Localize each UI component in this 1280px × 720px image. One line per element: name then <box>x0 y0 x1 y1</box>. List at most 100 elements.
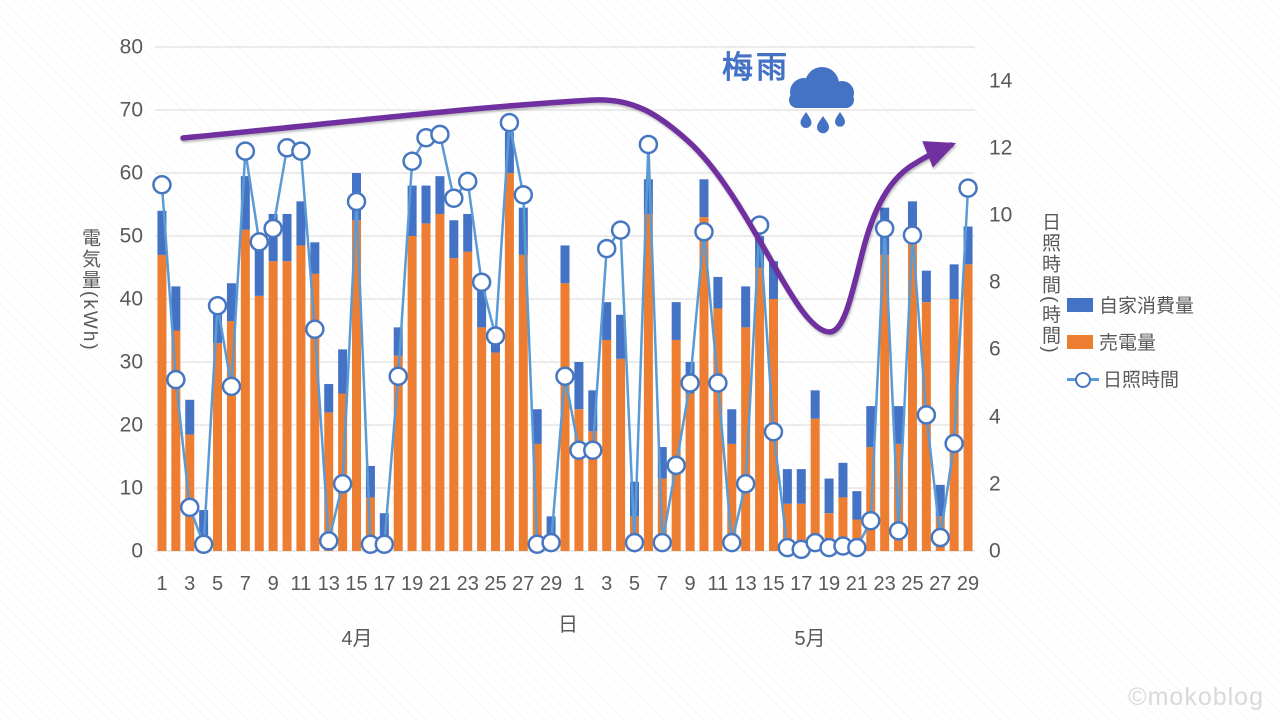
sunshine-marker <box>874 218 895 239</box>
bar-self-consumption <box>379 513 389 536</box>
sunshine-marker <box>374 534 395 555</box>
right-axis-tick-label: 14 <box>989 69 1013 93</box>
sunshine-marker <box>722 532 742 553</box>
bar-sold-energy <box>616 358 626 551</box>
bar-sold-energy <box>463 251 473 551</box>
sunshine-marker <box>332 474 353 494</box>
bar-self-consumption <box>574 362 584 410</box>
legend-label: 自家消費量 <box>1099 296 1195 317</box>
month-label-may: 5月 <box>794 628 826 650</box>
right-axis-tick-label: 2 <box>989 472 1001 496</box>
sunshine-marker <box>847 537 867 558</box>
bar-self-consumption <box>824 478 834 514</box>
bar-self-consumption <box>282 213 292 262</box>
bar-sold-energy <box>824 513 834 551</box>
bar-sold-energy <box>574 409 584 551</box>
bar-sold-energy <box>727 443 737 551</box>
bar-self-consumption <box>602 302 612 340</box>
month-label-april: 4月 <box>341 628 373 650</box>
bar-sold-energy <box>213 343 223 551</box>
legend-item-sunshine-hours: 日照時間 <box>1067 360 1194 397</box>
x-axis-day-label: 27 <box>512 573 535 595</box>
x-axis-day-label: 7 <box>239 573 251 595</box>
x-axis-day-label: 3 <box>601 573 613 595</box>
bar-self-consumption <box>393 327 403 356</box>
bar-self-consumption <box>782 469 792 504</box>
sunshine-marker <box>541 532 561 553</box>
bar-sold-energy <box>588 431 598 551</box>
bar-sold-energy <box>894 443 904 551</box>
bar-sold-energy <box>852 519 862 551</box>
bar-self-consumption <box>546 516 556 536</box>
sunshine-marker <box>902 225 923 245</box>
sunshine-marker <box>221 376 242 397</box>
right-axis-title: 日照時間(時間) <box>1039 212 1060 355</box>
bar-self-consumption <box>741 286 751 328</box>
x-axis-day-label: 23 <box>456 573 479 595</box>
sunshine-marker <box>694 222 714 242</box>
bar-self-consumption <box>449 220 459 259</box>
bar-self-consumption <box>768 261 778 299</box>
bar-sold-energy <box>699 217 709 551</box>
stacked-bars <box>157 132 973 552</box>
x-axis-day-label: 11 <box>707 573 729 595</box>
bar-sold-energy <box>254 295 264 551</box>
bar-sold-energy <box>963 264 973 551</box>
sunshine-marker <box>346 191 367 212</box>
legend-item-self-consumption: 自家消費量 <box>1067 286 1194 323</box>
sunshine-marker <box>583 440 603 460</box>
x-axis-day-label: 23 <box>873 573 896 595</box>
bar-self-consumption <box>157 210 167 255</box>
bar-self-consumption <box>963 226 973 265</box>
left-axis-tick-label: 60 <box>119 161 143 185</box>
x-axis-day-label: 29 <box>539 573 563 595</box>
x-axis-day-label: 9 <box>267 573 279 595</box>
bar-self-consumption <box>477 286 487 328</box>
bar-self-consumption <box>921 270 931 303</box>
left-axis-tick-label: 70 <box>119 98 143 122</box>
sunshine-marker <box>708 373 728 393</box>
bar-sold-energy <box>755 267 765 551</box>
bar-self-consumption <box>713 276 723 309</box>
left-axis-tick-label: 30 <box>119 350 143 374</box>
sunshine-marker <box>430 124 450 145</box>
bar-sold-energy <box>880 254 890 551</box>
bar-self-consumption <box>949 264 959 299</box>
bar-self-consumption <box>504 132 514 173</box>
bar-sold-energy <box>324 412 334 551</box>
sunshine-marker <box>235 141 256 161</box>
bar-sold-energy <box>796 503 806 551</box>
bar-sold-energy <box>282 261 292 551</box>
bar-sold-energy <box>240 229 250 551</box>
sunshine-marker <box>916 405 937 425</box>
sunshine-marker <box>610 220 631 240</box>
sunshine-line-marker-icon <box>1067 371 1099 388</box>
bar-sold-energy <box>296 245 306 551</box>
sunshine-line <box>152 112 978 560</box>
sunshine-marker <box>193 534 214 555</box>
bar-self-consumption <box>727 409 737 444</box>
sunshine-marker <box>152 175 172 195</box>
bar-self-consumption <box>310 242 320 274</box>
rainy-season-annotation: 梅雨 <box>722 50 790 85</box>
sunshine-marker <box>638 134 659 155</box>
bar-self-consumption <box>657 447 667 479</box>
trend-arrow <box>180 97 957 335</box>
sunshine-marker <box>958 178 978 198</box>
bar-sold-energy <box>421 223 431 551</box>
sunshine-marker <box>499 112 520 133</box>
bar-sold-energy <box>435 213 445 551</box>
sunshine-marker <box>263 218 283 239</box>
bar-sold-energy <box>185 434 195 551</box>
left-axis-title: 電気量(kWh) <box>79 228 100 352</box>
sunshine-marker <box>249 232 269 252</box>
sunshine-marker <box>471 272 492 292</box>
bar-self-consumption <box>338 349 348 394</box>
legend-item-sold-energy: 売電量 <box>1067 323 1194 360</box>
bar-sold-energy <box>921 302 931 551</box>
legend: 自家消費量 売電量 日照時間 <box>1067 286 1194 397</box>
x-axis-day-label: 9 <box>684 573 696 595</box>
sunshine-marker <box>652 532 673 553</box>
bar-self-consumption <box>240 176 250 230</box>
sunshine-marker <box>555 366 575 387</box>
